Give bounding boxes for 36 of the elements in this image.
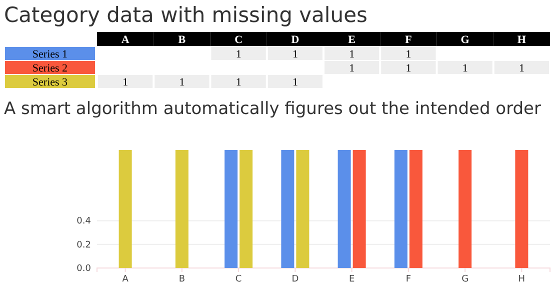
category-label: A: [121, 34, 130, 46]
text: Series 3: [32, 76, 68, 88]
data-label: 1: [349, 62, 355, 74]
y-tick-label: 0.0: [76, 264, 92, 274]
x-tick-label: F: [406, 274, 412, 284]
data-label: 1: [236, 48, 242, 60]
category-label: C: [234, 34, 243, 46]
category-label: B: [178, 34, 186, 46]
x-tick-label: A: [122, 274, 130, 284]
text: Series 1: [32, 48, 68, 60]
data-label: 1: [518, 62, 524, 74]
data-label: 1: [406, 62, 412, 74]
x-tick-label: B: [178, 274, 186, 284]
x-tick-label: D: [292, 274, 299, 284]
data-label: 1: [406, 48, 412, 60]
data-label: 1: [122, 76, 128, 88]
data-label: 1: [236, 76, 242, 88]
data-label: 1: [462, 62, 468, 74]
data-label: 1: [349, 48, 355, 60]
category-label: E: [348, 34, 356, 46]
chart-title: Category data with missing values: [4, 3, 368, 27]
x-tick-label: E: [348, 274, 355, 284]
y-tick-label: 0.2: [76, 240, 91, 250]
data-label: 1: [292, 48, 298, 60]
category-label: F: [405, 34, 412, 46]
category-label: H: [517, 34, 526, 46]
category-label: G: [460, 34, 470, 46]
data-label: 1: [179, 76, 185, 88]
category-label: D: [291, 34, 300, 46]
data-label: 1: [292, 76, 298, 88]
x-tick-label: H: [518, 274, 526, 284]
y-tick-label: 0.4: [76, 216, 92, 227]
chart-subtitle: A smart algorithm automatically figures out the intended order: [4, 99, 542, 119]
text: Series 2: [32, 62, 68, 74]
x-tick-label: G: [462, 274, 469, 284]
x-tick-label: C: [235, 274, 242, 284]
